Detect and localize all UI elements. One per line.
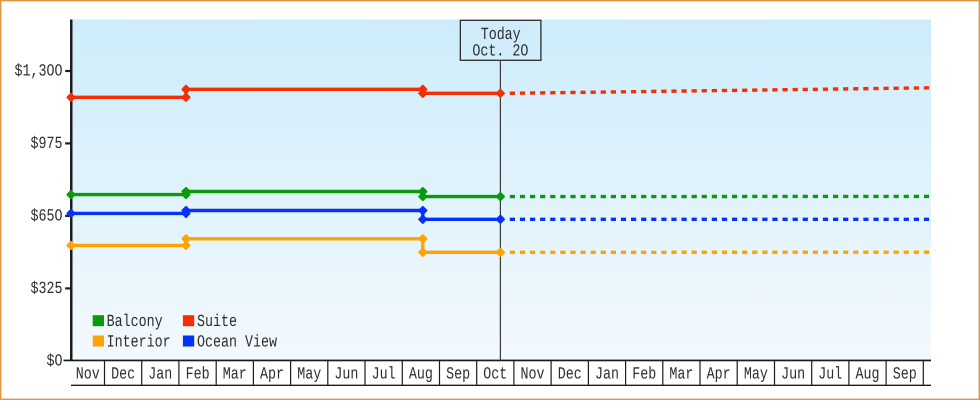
svg-text:May: May	[744, 366, 768, 385]
svg-text:Today: Today	[481, 26, 521, 45]
svg-text:$975: $975	[31, 135, 63, 154]
svg-text:Jul: Jul	[818, 366, 842, 385]
svg-text:Jun: Jun	[781, 366, 805, 385]
svg-text:Interior: Interior	[107, 333, 171, 352]
svg-text:Nov: Nov	[521, 366, 545, 385]
svg-text:Mar: Mar	[223, 366, 247, 385]
svg-text:Jul: Jul	[372, 366, 396, 385]
svg-text:Jun: Jun	[334, 366, 358, 385]
svg-text:Jan: Jan	[595, 366, 619, 385]
svg-text:$1,3OO: $1,3OO	[15, 63, 63, 82]
svg-text:Dec: Dec	[111, 366, 135, 385]
svg-text:Apr: Apr	[260, 366, 284, 385]
svg-text:May: May	[297, 366, 321, 385]
svg-text:Apr: Apr	[707, 366, 731, 385]
svg-text:Ocean View: Ocean View	[197, 333, 278, 352]
svg-text:Jan: Jan	[148, 366, 172, 385]
svg-text:Feb: Feb	[632, 366, 656, 385]
svg-text:Feb: Feb	[186, 366, 210, 385]
svg-text:Dec: Dec	[558, 366, 582, 385]
svg-text:Oct: Oct	[483, 366, 507, 385]
svg-text:Sep: Sep	[893, 366, 917, 385]
svg-text:Balcony: Balcony	[107, 313, 163, 332]
svg-text:Oct. 2O: Oct. 2O	[472, 43, 528, 62]
svg-text:Aug: Aug	[409, 366, 433, 385]
svg-text:Aug: Aug	[856, 366, 880, 385]
svg-text:Nov: Nov	[76, 366, 100, 385]
svg-text:Sep: Sep	[446, 366, 470, 385]
svg-text:Mar: Mar	[669, 366, 693, 385]
svg-text:$65O: $65O	[31, 207, 63, 226]
svg-text:Suite: Suite	[197, 313, 237, 332]
svg-text:$325: $325	[31, 280, 63, 299]
svg-text:$O: $O	[47, 353, 63, 372]
